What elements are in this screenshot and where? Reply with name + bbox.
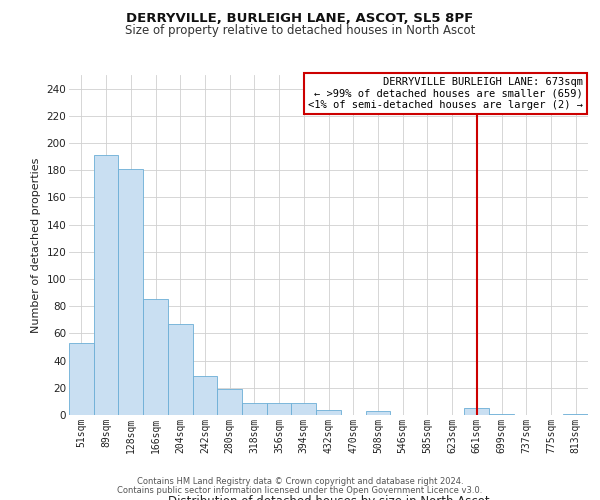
X-axis label: Distribution of detached houses by size in North Ascot: Distribution of detached houses by size … [167, 494, 490, 500]
Text: Contains public sector information licensed under the Open Government Licence v3: Contains public sector information licen… [118, 486, 482, 495]
Text: DERRYVILLE, BURLEIGH LANE, ASCOT, SL5 8PF: DERRYVILLE, BURLEIGH LANE, ASCOT, SL5 8P… [127, 12, 473, 26]
Bar [267, 403, 292, 415]
Bar [143, 300, 168, 415]
Bar [242, 403, 267, 415]
Bar [489, 414, 514, 415]
Bar [217, 389, 242, 415]
Text: DERRYVILLE BURLEIGH LANE: 673sqm
← >99% of detached houses are smaller (659)
<1%: DERRYVILLE BURLEIGH LANE: 673sqm ← >99% … [308, 76, 583, 110]
Bar [69, 343, 94, 415]
Bar [94, 155, 118, 415]
Bar [168, 324, 193, 415]
Text: Contains HM Land Registry data © Crown copyright and database right 2024.: Contains HM Land Registry data © Crown c… [137, 477, 463, 486]
Text: Size of property relative to detached houses in North Ascot: Size of property relative to detached ho… [125, 24, 475, 37]
Bar [118, 169, 143, 415]
Bar [292, 403, 316, 415]
Bar [563, 414, 588, 415]
Bar [193, 376, 217, 415]
Y-axis label: Number of detached properties: Number of detached properties [31, 158, 41, 332]
Bar [464, 408, 489, 415]
Bar [365, 411, 390, 415]
Bar [316, 410, 341, 415]
